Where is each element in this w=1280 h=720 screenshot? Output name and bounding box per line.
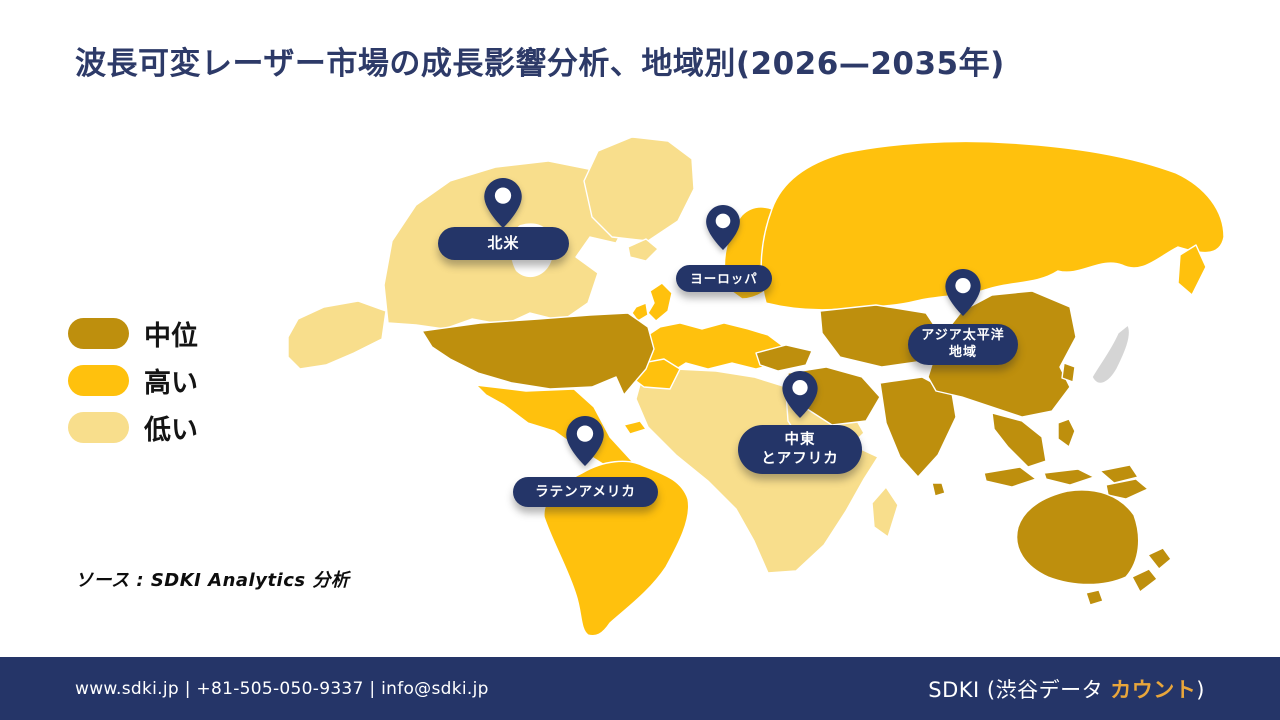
legend-item-high: 高い bbox=[68, 365, 198, 399]
region-uk bbox=[647, 282, 673, 322]
legend-item-low: 低い bbox=[68, 412, 198, 446]
region-se-asia bbox=[991, 412, 1047, 468]
region-sri-lanka bbox=[931, 482, 946, 497]
region-philippines bbox=[1057, 418, 1076, 448]
region-indonesia-mid bbox=[1043, 468, 1095, 486]
map-pin-icon bbox=[782, 371, 818, 418]
world-map-svg bbox=[287, 136, 1225, 637]
page-title: 波長可変レーザー市場の成長影響分析、地域別(2026—2035年) bbox=[75, 46, 1005, 82]
pin-asia-pacific[interactable] bbox=[945, 269, 981, 316]
region-kamchatka bbox=[1177, 244, 1207, 296]
pin-middle-east-africa[interactable] bbox=[782, 371, 818, 418]
region-caribbean bbox=[623, 420, 647, 435]
region-label-asia-pacific[interactable]: アジア太平洋 地域 bbox=[908, 324, 1018, 365]
region-madagascar bbox=[871, 486, 899, 538]
region-iceland bbox=[627, 238, 659, 262]
legend-swatch-low bbox=[68, 412, 129, 443]
region-tasmania bbox=[1085, 589, 1104, 606]
region-label-north-america[interactable]: 北米 bbox=[438, 227, 569, 260]
world-map: 北米 ヨーロッパ アジア太平洋 地域 中東 とアフリカ ラテンアメリカ bbox=[280, 125, 1230, 645]
region-indonesia-west bbox=[983, 466, 1037, 488]
legend-swatch-high bbox=[68, 365, 129, 396]
region-usa bbox=[421, 312, 655, 396]
pin-europe[interactable] bbox=[706, 205, 740, 250]
footer-brand: SDKI (渋谷データ カウント) bbox=[928, 674, 1205, 704]
region-papua bbox=[1105, 478, 1149, 500]
map-pin-icon bbox=[945, 269, 981, 316]
region-label-middle-east-africa[interactable]: 中東 とアフリカ bbox=[738, 425, 862, 474]
region-turkey bbox=[755, 344, 813, 372]
region-korea bbox=[1061, 362, 1076, 383]
region-greenland bbox=[583, 136, 695, 242]
region-ireland bbox=[631, 302, 649, 322]
footer-contact: www.sdki.jp | +81-505-050-9337 | info@sd… bbox=[75, 678, 489, 699]
footer-brand-highlight: カウント bbox=[1110, 677, 1197, 702]
legend: 中位 高い 低い bbox=[68, 318, 198, 459]
map-pin-icon bbox=[566, 416, 604, 466]
region-australia bbox=[1016, 489, 1140, 586]
legend-label-medium: 中位 bbox=[144, 321, 198, 352]
region-new-zealand-south bbox=[1131, 568, 1158, 593]
legend-label-high: 高い bbox=[144, 368, 198, 399]
region-label-latin-america[interactable]: ラテンアメリカ bbox=[513, 477, 658, 507]
source-note: ソース : SDKI Analytics 分析 bbox=[75, 570, 350, 591]
footer-brand-suffix: ) bbox=[1196, 677, 1205, 702]
legend-item-medium: 中位 bbox=[68, 318, 198, 352]
pin-latin-america[interactable] bbox=[566, 416, 604, 466]
pin-north-america[interactable] bbox=[484, 178, 522, 228]
legend-swatch-medium bbox=[68, 318, 129, 349]
footer-brand-prefix: SDKI (渋谷データ bbox=[928, 677, 1111, 702]
region-new-zealand-north bbox=[1147, 547, 1172, 570]
region-alaska bbox=[287, 300, 387, 370]
region-indonesia-east bbox=[1099, 464, 1139, 484]
map-pin-icon bbox=[706, 205, 740, 250]
footer-bar: www.sdki.jp | +81-505-050-9337 | info@sd… bbox=[0, 657, 1280, 720]
region-japan bbox=[1091, 324, 1131, 385]
legend-label-low: 低い bbox=[144, 415, 198, 446]
map-pin-icon bbox=[484, 178, 522, 228]
region-label-europe[interactable]: ヨーロッパ bbox=[676, 265, 772, 292]
region-russia bbox=[760, 140, 1225, 311]
